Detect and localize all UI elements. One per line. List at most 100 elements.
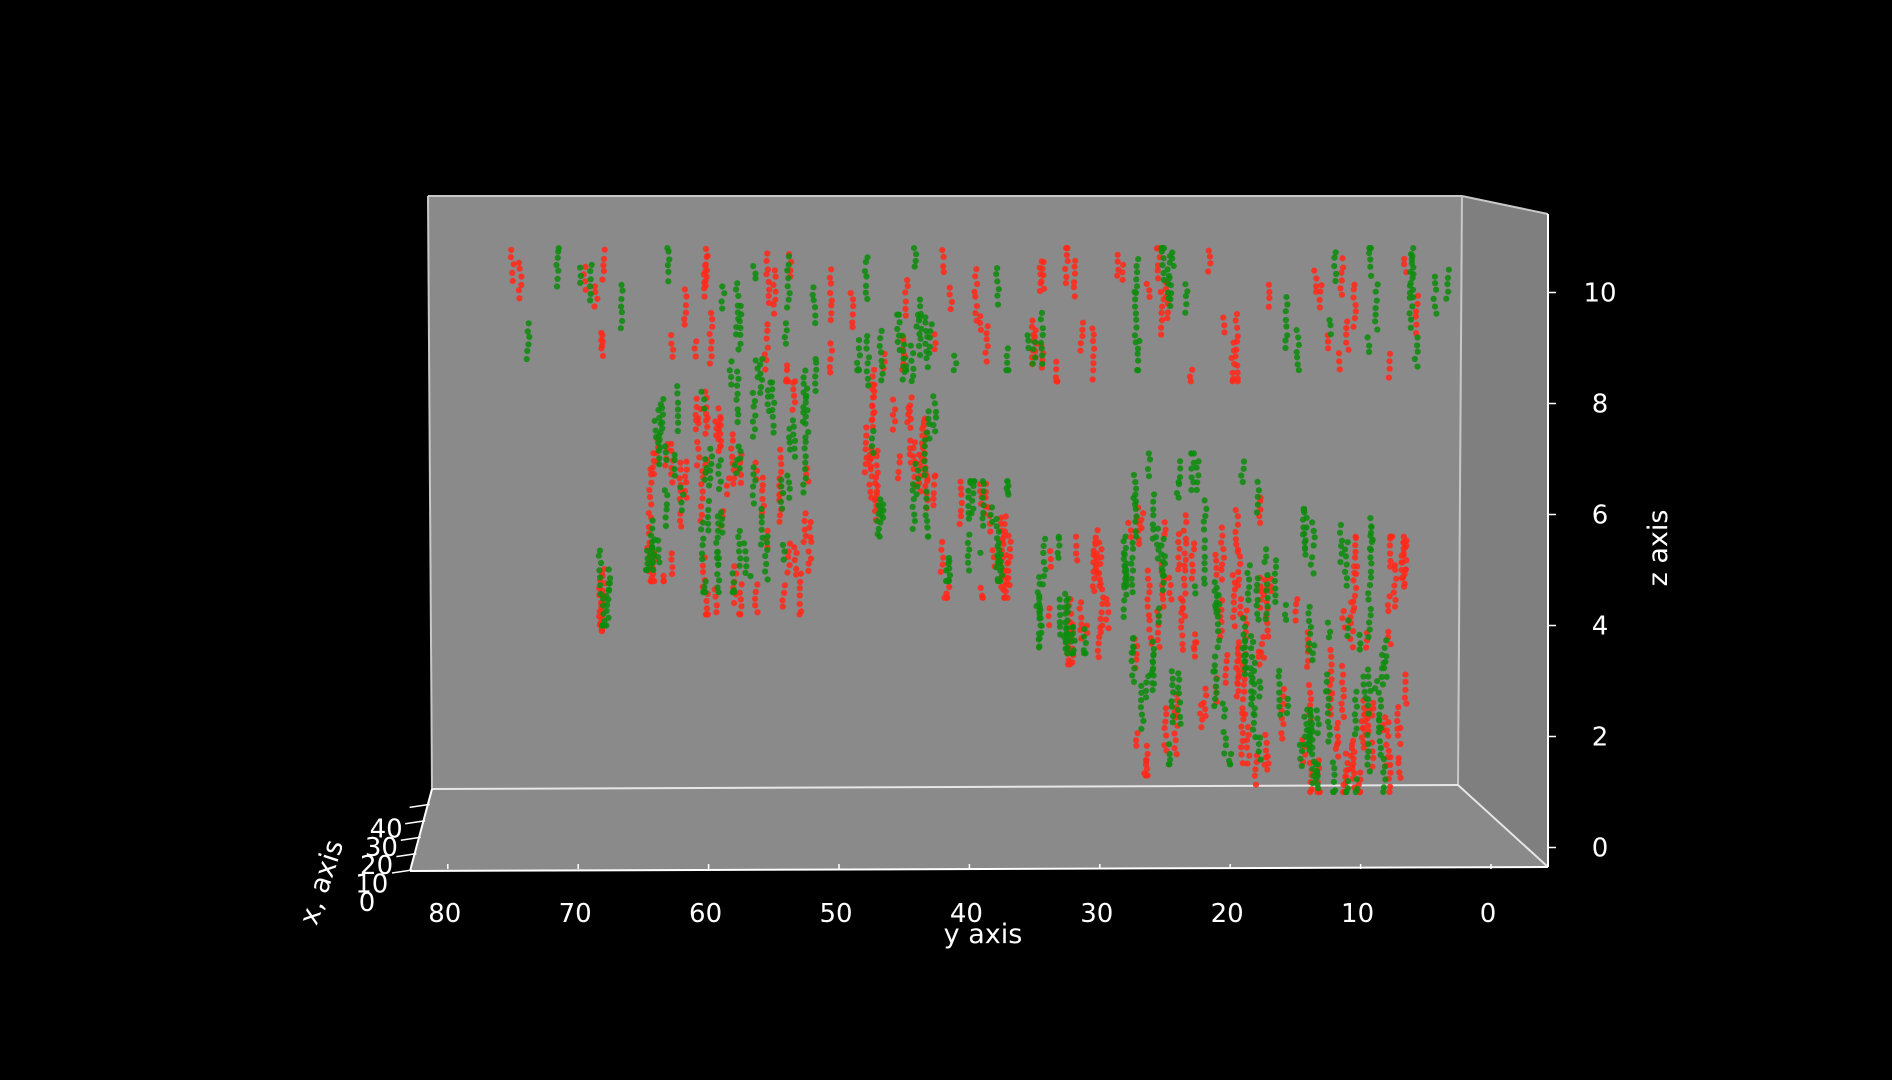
- scatter-point: [994, 278, 1001, 285]
- scatter-point: [1158, 324, 1165, 331]
- scatter-point: [1053, 358, 1060, 365]
- scatter-point: [937, 568, 944, 575]
- scatter-point: [1202, 706, 1209, 713]
- scatter-point: [1328, 661, 1335, 668]
- scatter-point: [750, 483, 757, 490]
- scatter-point: [1375, 689, 1382, 696]
- scatter-point: [1221, 750, 1228, 757]
- scatter-point: [1336, 529, 1344, 536]
- scatter-point: [1382, 776, 1389, 783]
- scatter-point: [1380, 769, 1387, 776]
- scatter-point: [930, 393, 937, 400]
- scatter-point: [1096, 633, 1103, 641]
- scatter-point: [1386, 365, 1393, 372]
- scatter-point: [873, 488, 881, 495]
- scatter-point: [1234, 362, 1241, 369]
- scatter-point: [1353, 688, 1360, 695]
- scatter-point: [1004, 488, 1011, 495]
- scatter-point: [1272, 563, 1280, 571]
- scatter-point: [751, 426, 759, 433]
- scatter-point: [869, 373, 876, 380]
- scatter-point: [1407, 324, 1414, 331]
- scatter-point: [1005, 567, 1012, 575]
- scatter-point: [1253, 587, 1260, 594]
- scatter-point: [1264, 603, 1271, 610]
- scatter-point: [1332, 277, 1339, 285]
- scatter-point: [731, 563, 738, 570]
- scatter-point: [599, 276, 606, 283]
- scatter-point: [951, 352, 958, 359]
- scatter-point: [878, 377, 885, 384]
- scatter-point: [1386, 788, 1393, 796]
- scatter-point: [791, 399, 799, 406]
- scatter-point: [1146, 293, 1153, 300]
- scatter-point: [1236, 553, 1244, 560]
- scatter-point: [516, 295, 523, 302]
- scatter-point: [1093, 556, 1101, 563]
- scatter-point: [1414, 300, 1421, 308]
- scatter-point: [757, 384, 765, 391]
- scatter-point: [1302, 551, 1309, 558]
- scatter-point: [1195, 458, 1202, 465]
- scatter-point: [1213, 557, 1220, 564]
- scatter-point: [1120, 261, 1127, 268]
- scatter-point: [656, 461, 663, 468]
- scatter-point: [674, 399, 682, 406]
- scatter-point: [764, 321, 771, 328]
- scatter-point: [697, 503, 705, 510]
- scatter-point: [1377, 696, 1384, 704]
- scatter-point: [1130, 678, 1138, 686]
- scatter-point: [1241, 665, 1249, 672]
- scatter-point: [1234, 369, 1241, 376]
- scatter-point: [923, 429, 931, 436]
- scatter-point: [1258, 641, 1266, 648]
- scatter-point: [655, 546, 662, 553]
- scatter-point: [729, 437, 736, 444]
- scatter-point: [1062, 645, 1069, 652]
- scatter-point: [1219, 700, 1226, 707]
- scatter-point: [618, 296, 625, 303]
- scatter-point: [797, 570, 805, 577]
- scatter-point: [1046, 605, 1053, 612]
- scatter-point: [1385, 747, 1392, 754]
- scatter-point: [1243, 607, 1250, 614]
- scatter-point: [849, 311, 856, 318]
- scatter-point: [1402, 678, 1409, 685]
- scatter-point: [1283, 710, 1291, 717]
- scatter-point: [1036, 635, 1043, 642]
- scatter-point: [1300, 505, 1307, 513]
- scatter-point: [1176, 676, 1183, 683]
- scatter-point: [1325, 738, 1332, 745]
- scatter-point: [1160, 270, 1167, 277]
- scatter-point: [966, 531, 973, 538]
- scatter-point: [1031, 339, 1039, 346]
- scatter-point: [786, 439, 793, 446]
- scatter-point: [714, 548, 721, 556]
- scatter-point: [808, 538, 815, 545]
- scatter-point: [1383, 727, 1390, 734]
- scatter-point: [930, 495, 937, 502]
- scatter-point: [791, 453, 799, 460]
- scatter-point: [940, 554, 947, 561]
- scatter-point: [979, 478, 986, 485]
- scatter-point: [1313, 275, 1320, 282]
- scatter-point: [916, 331, 923, 338]
- scatter-point: [647, 532, 655, 539]
- scatter-point: [1149, 521, 1156, 528]
- scatter-point: [649, 525, 656, 532]
- scatter-point: [1245, 724, 1252, 731]
- scatter-point: [737, 302, 744, 310]
- scatter-point: [771, 310, 778, 317]
- scatter-point: [762, 366, 769, 373]
- scatter-point: [523, 356, 530, 363]
- scatter-point: [1350, 755, 1357, 762]
- scatter-point: [1301, 530, 1308, 537]
- scatter-point: [1069, 624, 1076, 631]
- scatter-point: [928, 321, 935, 328]
- scatter-point: [1318, 282, 1325, 289]
- scatter-point: [1232, 353, 1239, 360]
- scatter-point: [1167, 582, 1174, 589]
- scatter-point: [781, 582, 789, 589]
- scatter-point: [1377, 745, 1384, 752]
